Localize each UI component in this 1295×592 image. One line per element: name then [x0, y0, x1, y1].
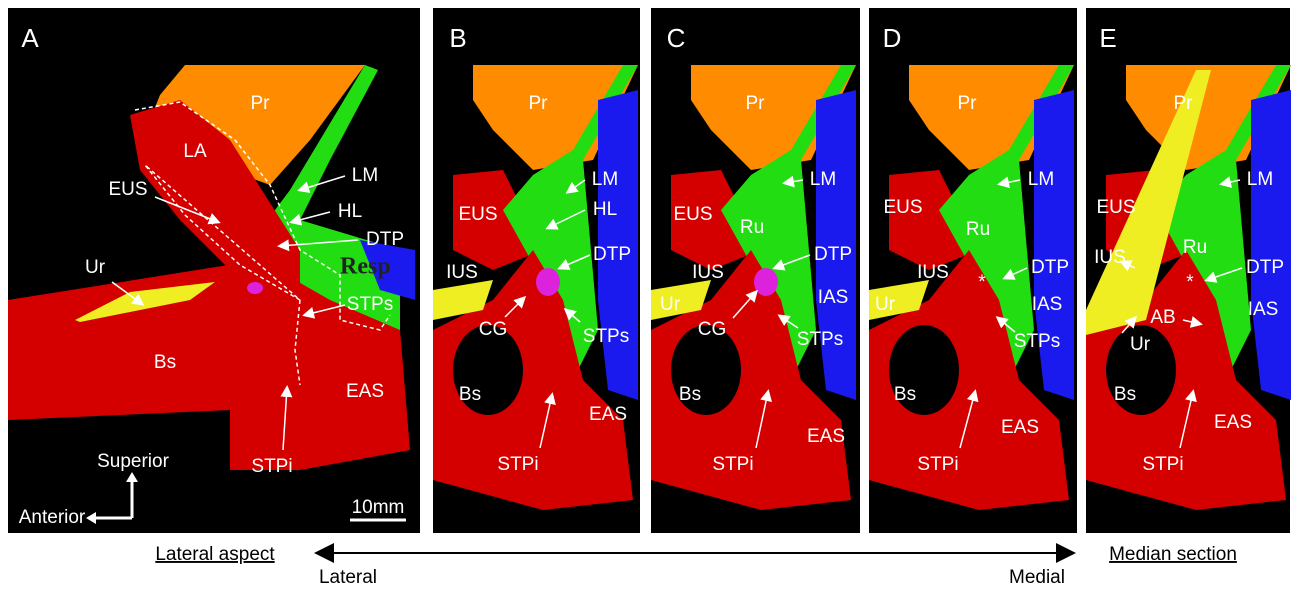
structure-label: DTP: [1031, 257, 1069, 278]
structure-label: Ur: [1130, 334, 1151, 355]
structure-label: EUS: [1096, 197, 1135, 218]
panel-letter: D: [883, 23, 902, 53]
structure-label: Pr: [251, 93, 271, 114]
caption: Lateral: [319, 567, 377, 587]
caption: Median section: [1109, 544, 1237, 565]
structure-label: IAS: [818, 287, 849, 308]
structure-label: STPi: [497, 454, 538, 475]
structure-label: 10mm: [352, 497, 405, 518]
structure-label: STPi: [917, 454, 958, 475]
structure-label: Pr: [958, 93, 978, 114]
structure-label: Pr: [1174, 93, 1194, 114]
structure-label: EAS: [589, 404, 627, 425]
structure-label: Pr: [529, 93, 549, 114]
structure-label: DTP: [593, 244, 631, 265]
structure-label: STPi: [251, 456, 292, 477]
caption: Lateral aspect: [155, 544, 275, 565]
structure-label: STPs: [1014, 331, 1060, 352]
structure-label: Bs: [154, 352, 176, 373]
structure-label: Anterior: [19, 507, 86, 528]
cg: [247, 282, 263, 294]
structure-label: IAS: [1032, 294, 1063, 315]
structure-label: DTP: [366, 229, 404, 250]
structure-label: EUS: [883, 197, 922, 218]
structure-label: Pr: [746, 93, 766, 114]
structure-label: STPs: [347, 294, 393, 315]
muscle-blue: [1034, 90, 1074, 400]
structure-label: STPi: [1142, 454, 1183, 475]
structure-label: IUS: [446, 262, 478, 283]
structure-label: *: [1186, 272, 1194, 293]
structure-label: Bs: [894, 384, 916, 405]
structure-label: EAS: [1214, 412, 1252, 433]
cg: [536, 268, 560, 296]
structure-label: CG: [698, 319, 727, 340]
structure-label: *: [978, 272, 986, 293]
cg: [754, 268, 778, 296]
structure-label: STPs: [583, 326, 629, 347]
structure-label: Ru: [1183, 237, 1207, 258]
structure-label: Ru: [740, 217, 764, 238]
structure-label: IUS: [692, 262, 724, 283]
overlay-text: Resp: [340, 254, 391, 280]
structure-label: IUS: [917, 262, 949, 283]
structure-label: Superior: [97, 451, 169, 472]
structure-label: LM: [1247, 169, 1273, 190]
structure-label: EAS: [807, 426, 845, 447]
structure-label: Bs: [679, 384, 701, 405]
structure-label: HL: [338, 201, 362, 222]
structure-label: DTP: [814, 244, 852, 265]
structure-label: EUS: [458, 204, 497, 225]
panel-letter: C: [667, 23, 686, 53]
structure-label: EUS: [108, 179, 147, 200]
structure-label: EAS: [1001, 417, 1039, 438]
muscle-blue: [1251, 90, 1291, 400]
structure-label: LA: [183, 141, 207, 162]
caption: Medial: [1009, 567, 1065, 587]
structure-label: AB: [1150, 307, 1175, 328]
structure-label: LM: [352, 165, 378, 186]
structure-label: Ur: [660, 294, 681, 315]
structure-label: IAS: [1248, 299, 1279, 320]
structure-label: IUS: [1094, 247, 1126, 268]
panel-letter: A: [21, 23, 39, 53]
panel-letter: E: [1099, 23, 1116, 53]
structure-label: LM: [592, 169, 618, 190]
structure-label: Ur: [85, 257, 106, 278]
structure-label: Ur: [875, 294, 896, 315]
structure-label: STPs: [797, 329, 843, 350]
panel-letter: B: [449, 23, 466, 53]
structure-label: STPi: [712, 454, 753, 475]
structure-label: CG: [479, 319, 508, 340]
structure-label: EUS: [673, 204, 712, 225]
structure-label: HL: [593, 199, 617, 220]
structure-label: DTP: [1246, 257, 1284, 278]
structure-label: Ru: [966, 219, 990, 240]
structure-label: LM: [1028, 169, 1054, 190]
structure-label: EAS: [346, 381, 384, 402]
figure: RespAPrLALMEUSHLDTPUrSTPsBsEASSTPiSuperi…: [0, 0, 1295, 587]
structure-label: Bs: [1114, 384, 1136, 405]
structure-label: LM: [810, 169, 836, 190]
structure-label: Bs: [459, 384, 481, 405]
